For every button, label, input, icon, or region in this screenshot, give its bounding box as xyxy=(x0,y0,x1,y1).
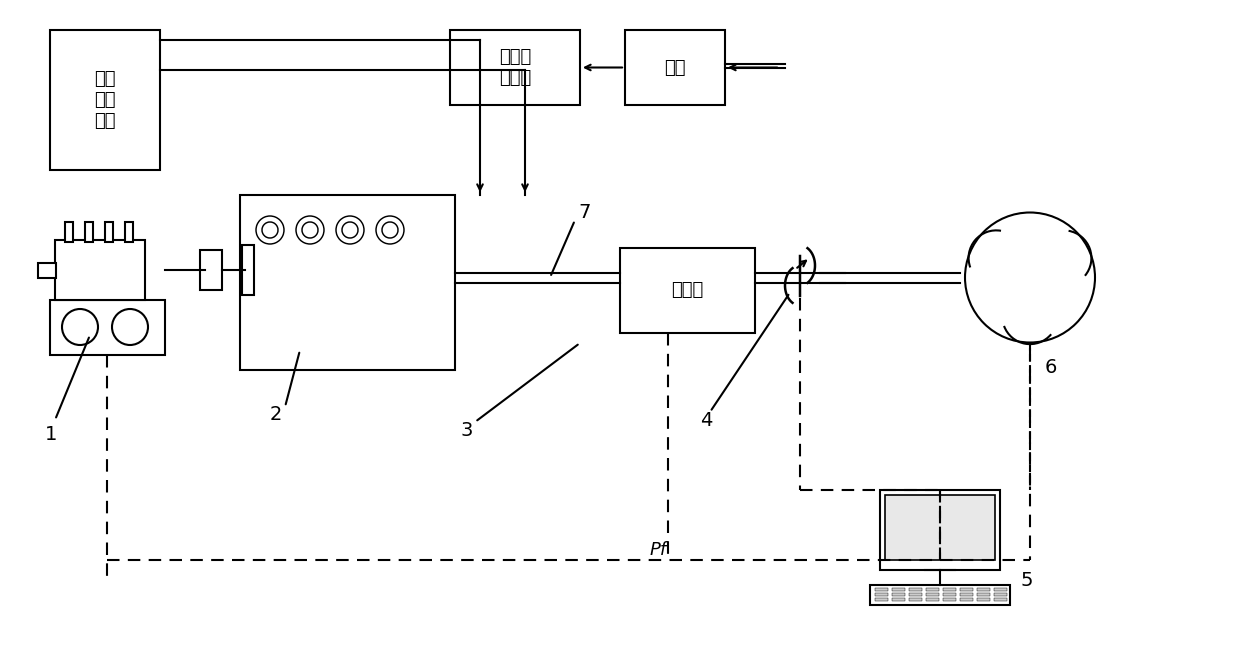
Bar xyxy=(892,598,904,601)
Text: Pf: Pf xyxy=(650,541,668,559)
Text: 催化剂: 催化剂 xyxy=(672,282,704,299)
Bar xyxy=(242,245,254,295)
Text: 进气增
压系统: 进气增 压系统 xyxy=(499,48,532,87)
Bar xyxy=(50,300,165,355)
FancyBboxPatch shape xyxy=(624,30,725,105)
Text: 燃料
供给
系统: 燃料 供给 系统 xyxy=(94,70,115,130)
Text: 3: 3 xyxy=(460,421,472,440)
Text: 4: 4 xyxy=(700,411,712,430)
Bar xyxy=(943,598,957,601)
Bar xyxy=(875,593,888,596)
Bar xyxy=(978,598,990,601)
Text: 6: 6 xyxy=(1044,358,1057,377)
Bar xyxy=(926,588,939,591)
Bar xyxy=(875,598,888,601)
Bar xyxy=(38,263,56,278)
Bar xyxy=(909,593,922,596)
Bar xyxy=(994,588,1007,591)
Bar xyxy=(892,588,904,591)
Text: 2: 2 xyxy=(270,405,282,424)
FancyBboxPatch shape xyxy=(450,30,580,105)
Text: 5: 5 xyxy=(1020,571,1032,590)
Bar xyxy=(885,495,995,560)
Bar xyxy=(943,593,957,596)
Bar xyxy=(960,588,973,591)
Bar xyxy=(926,593,939,596)
Bar xyxy=(978,588,990,591)
Bar xyxy=(960,598,973,601)
Bar xyxy=(909,588,922,591)
Bar xyxy=(85,222,93,242)
Bar xyxy=(880,490,1000,570)
Bar xyxy=(105,222,113,242)
Text: 1: 1 xyxy=(45,426,57,445)
Bar xyxy=(994,598,1007,601)
Bar xyxy=(978,593,990,596)
Bar xyxy=(892,593,904,596)
Bar xyxy=(943,588,957,591)
Bar xyxy=(926,598,939,601)
FancyBboxPatch shape xyxy=(240,195,455,370)
Bar xyxy=(994,593,1007,596)
Bar xyxy=(870,585,1010,605)
Bar xyxy=(55,240,145,300)
Bar xyxy=(125,222,133,242)
Bar xyxy=(875,588,888,591)
Text: 空滤: 空滤 xyxy=(664,58,685,77)
Bar xyxy=(909,598,922,601)
Bar xyxy=(199,250,222,290)
Bar xyxy=(960,593,973,596)
FancyBboxPatch shape xyxy=(620,248,755,333)
FancyBboxPatch shape xyxy=(50,30,160,170)
Bar xyxy=(64,222,73,242)
Text: 7: 7 xyxy=(579,204,590,223)
